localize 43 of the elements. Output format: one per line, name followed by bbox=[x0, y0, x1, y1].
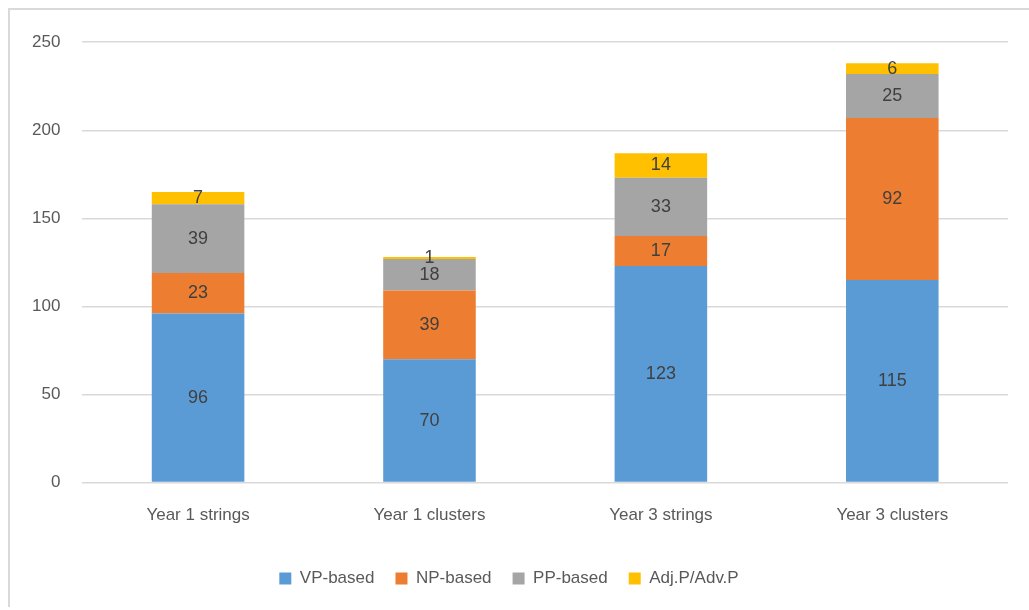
data-label: 6 bbox=[887, 57, 898, 78]
bar bbox=[846, 73, 939, 118]
bar bbox=[151, 204, 245, 273]
data-label: 33 bbox=[650, 195, 671, 216]
data-label: 25 bbox=[882, 84, 903, 105]
legend-label: NP-based bbox=[415, 568, 492, 588]
data-label: 14 bbox=[650, 154, 671, 175]
bar bbox=[151, 272, 245, 314]
legend-label: PP-based bbox=[533, 568, 608, 588]
y-tick-label: 100 bbox=[31, 296, 61, 316]
data-label: 17 bbox=[650, 239, 671, 260]
data-label: 18 bbox=[419, 263, 440, 284]
bar bbox=[383, 290, 476, 360]
bar bbox=[614, 235, 708, 266]
legend-label: Adj.P/Adv.P bbox=[649, 568, 739, 588]
y-tick-label: 0 bbox=[50, 472, 61, 492]
bar bbox=[151, 191, 245, 205]
y-tick-label: 150 bbox=[31, 208, 61, 228]
bar bbox=[614, 153, 708, 178]
x-tick-label: Year 1 strings bbox=[146, 505, 250, 525]
data-label: 70 bbox=[419, 409, 440, 430]
legend-label: VP-based bbox=[299, 568, 375, 588]
y-tick-label: 50 bbox=[41, 384, 61, 404]
data-label: 123 bbox=[645, 362, 676, 383]
y-tick-label: 250 bbox=[31, 31, 61, 51]
data-label: 7 bbox=[193, 187, 204, 208]
data-label: 115 bbox=[877, 369, 907, 390]
data-label: 23 bbox=[188, 282, 209, 303]
data-label: 39 bbox=[419, 313, 440, 334]
data-label: 96 bbox=[188, 386, 209, 407]
bar bbox=[151, 313, 245, 482]
bar bbox=[614, 265, 708, 482]
x-tick-label: Year 1 clusters bbox=[373, 505, 486, 525]
bar bbox=[846, 63, 939, 74]
data-label: 39 bbox=[188, 227, 209, 248]
bar bbox=[614, 177, 708, 236]
y-tick-label: 200 bbox=[31, 119, 61, 139]
data-label: 92 bbox=[882, 187, 903, 208]
bar bbox=[846, 117, 939, 281]
x-tick-label: Year 3 strings bbox=[609, 505, 713, 525]
bar bbox=[383, 359, 476, 482]
x-tick-label: Year 3 clusters bbox=[836, 505, 949, 525]
bar bbox=[846, 280, 939, 482]
